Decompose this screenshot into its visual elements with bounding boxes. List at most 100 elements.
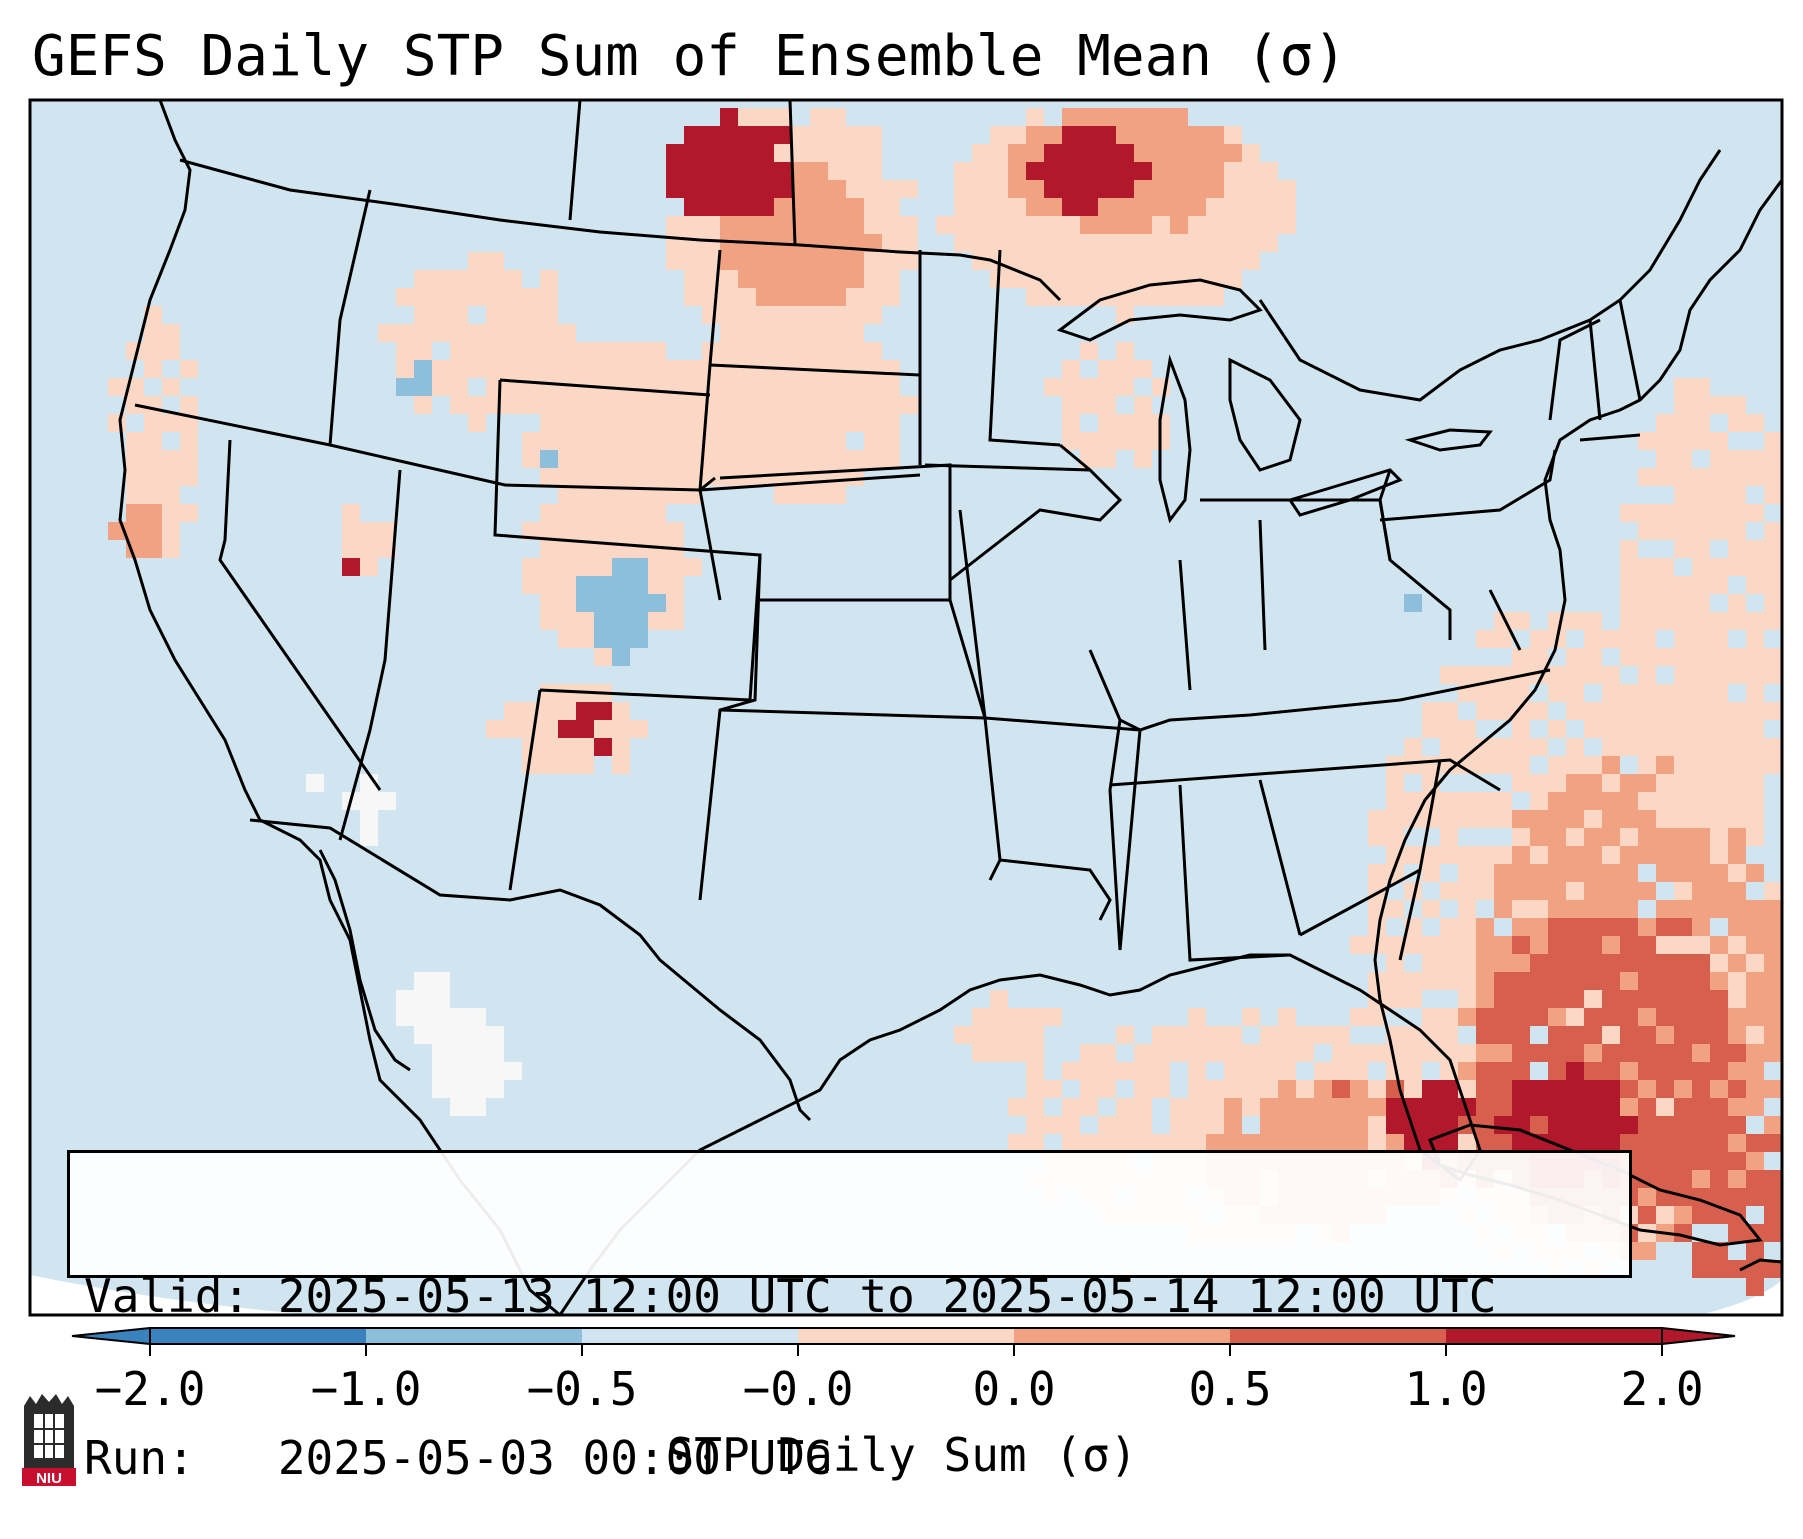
anomaly-cell xyxy=(792,306,810,324)
anomaly-cell xyxy=(702,234,720,252)
anomaly-cell xyxy=(1602,630,1620,648)
anomaly-cell xyxy=(1494,936,1512,954)
anomaly-cell xyxy=(1476,684,1494,702)
anomaly-cell xyxy=(630,342,648,360)
anomaly-cell xyxy=(1530,1116,1548,1134)
anomaly-cell xyxy=(1566,1080,1584,1098)
anomaly-cell xyxy=(1278,1062,1296,1080)
anomaly-cell xyxy=(162,324,180,342)
anomaly-cell xyxy=(1008,234,1026,252)
anomaly-cell xyxy=(1512,684,1530,702)
anomaly-cell xyxy=(720,414,738,432)
anomaly-cell xyxy=(1638,1242,1656,1260)
anomaly-cell xyxy=(1206,234,1224,252)
anomaly-cell xyxy=(558,540,576,558)
anomaly-cell xyxy=(540,612,558,630)
anomaly-cell xyxy=(1746,648,1764,666)
anomaly-cell xyxy=(1440,846,1458,864)
anomaly-cell xyxy=(1620,612,1638,630)
anomaly-cell xyxy=(414,270,432,288)
anomaly-cell xyxy=(540,720,558,738)
anomaly-cell xyxy=(828,108,846,126)
anomaly-cell xyxy=(1710,1206,1728,1224)
anomaly-cell xyxy=(576,468,594,486)
anomaly-cell xyxy=(1638,882,1656,900)
anomaly-cell xyxy=(1692,1080,1710,1098)
anomaly-cell xyxy=(1332,1026,1350,1044)
anomaly-cell xyxy=(1638,522,1656,540)
anomaly-cell xyxy=(1134,1134,1152,1152)
anomaly-cell xyxy=(1656,936,1674,954)
anomaly-cell xyxy=(1692,684,1710,702)
anomaly-cell xyxy=(702,252,720,270)
anomaly-cell xyxy=(1566,882,1584,900)
anomaly-cell xyxy=(648,360,666,378)
anomaly-cell xyxy=(1332,1098,1350,1116)
anomaly-cell xyxy=(1656,468,1674,486)
anomaly-cell xyxy=(702,144,720,162)
anomaly-cell xyxy=(702,180,720,198)
anomaly-cell xyxy=(720,126,738,144)
anomaly-cell xyxy=(1548,1116,1566,1134)
anomaly-cell xyxy=(1638,1116,1656,1134)
anomaly-cell xyxy=(1566,954,1584,972)
anomaly-cell xyxy=(1134,288,1152,306)
anomaly-cell xyxy=(846,180,864,198)
anomaly-cell xyxy=(558,504,576,522)
anomaly-cell xyxy=(486,342,504,360)
anomaly-cell xyxy=(756,450,774,468)
anomaly-cell xyxy=(864,342,882,360)
anomaly-cell xyxy=(1476,756,1494,774)
anomaly-cell xyxy=(828,144,846,162)
anomaly-cell xyxy=(684,468,702,486)
colorbar-tick-label: −1.0 xyxy=(310,1362,422,1416)
anomaly-cell xyxy=(1764,738,1782,756)
anomaly-cell xyxy=(1728,1152,1746,1170)
anomaly-cell xyxy=(756,144,774,162)
anomaly-cell xyxy=(1764,1206,1782,1224)
anomaly-cell xyxy=(828,288,846,306)
anomaly-cell xyxy=(1674,468,1692,486)
anomaly-cell xyxy=(990,180,1008,198)
anomaly-cell xyxy=(1620,792,1638,810)
anomaly-cell xyxy=(1746,450,1764,468)
anomaly-cell xyxy=(1224,1026,1242,1044)
anomaly-cell xyxy=(1368,864,1386,882)
anomaly-cell xyxy=(1458,990,1476,1008)
anomaly-cell xyxy=(1458,846,1476,864)
anomaly-cell xyxy=(1692,540,1710,558)
anomaly-cell xyxy=(1710,1116,1728,1134)
anomaly-cell xyxy=(1638,1080,1656,1098)
anomaly-cell xyxy=(612,378,630,396)
anomaly-cell xyxy=(1746,864,1764,882)
anomaly-cell xyxy=(864,252,882,270)
anomaly-cell xyxy=(1476,810,1494,828)
anomaly-cell xyxy=(1260,1080,1278,1098)
anomaly-cell xyxy=(486,288,504,306)
anomaly-cell xyxy=(1188,1062,1206,1080)
mexico-border xyxy=(249,818,812,1122)
anomaly-cell xyxy=(126,432,144,450)
anomaly-cell xyxy=(1476,1008,1494,1026)
anomaly-cell xyxy=(1674,666,1692,684)
anomaly-cell xyxy=(576,540,594,558)
anomaly-cell xyxy=(1512,1134,1530,1152)
anomaly-cell xyxy=(594,612,612,630)
anomaly-cell xyxy=(1368,828,1386,846)
run-time-text: Run: 2025-05-03 00:00 UTC xyxy=(84,1431,832,1485)
anomaly-cell xyxy=(522,522,540,540)
anomaly-cell xyxy=(414,396,432,414)
colorbar xyxy=(71,1326,1736,1356)
anomaly-cell xyxy=(1062,360,1080,378)
anomaly-cell xyxy=(1170,1134,1188,1152)
anomaly-cell xyxy=(846,414,864,432)
anomaly-cell xyxy=(1080,198,1098,216)
anomaly-cell xyxy=(1512,738,1530,756)
anomaly-cell xyxy=(612,720,630,738)
anomaly-cell xyxy=(990,144,1008,162)
anomaly-cell xyxy=(612,396,630,414)
anomaly-cell xyxy=(1728,1026,1746,1044)
anomaly-cell xyxy=(1512,648,1530,666)
anomaly-cell xyxy=(1620,1080,1638,1098)
projection-edge xyxy=(30,1275,311,1315)
